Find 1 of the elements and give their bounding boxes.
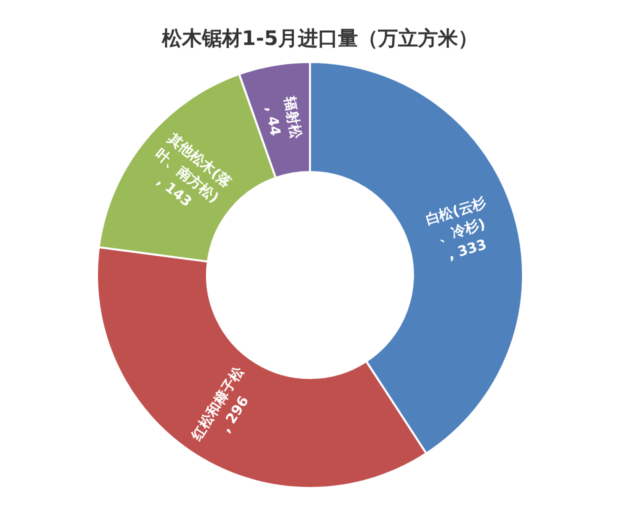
chart-title: 松木锯材1-5月进口量（万立方米） xyxy=(160,26,478,50)
